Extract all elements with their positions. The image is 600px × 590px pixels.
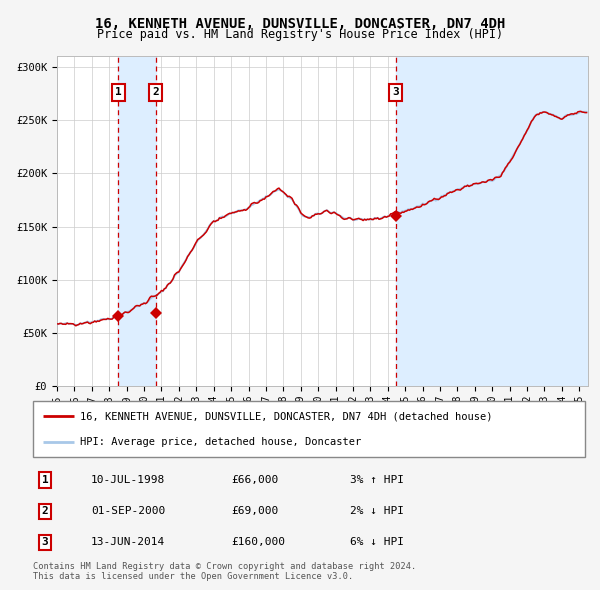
- Text: 16, KENNETH AVENUE, DUNSVILLE, DONCASTER, DN7 4DH: 16, KENNETH AVENUE, DUNSVILLE, DONCASTER…: [95, 17, 505, 31]
- Text: 3% ↑ HPI: 3% ↑ HPI: [350, 475, 404, 485]
- Text: 6% ↓ HPI: 6% ↓ HPI: [350, 537, 404, 548]
- Bar: [395, 56, 588, 386]
- Text: £66,000: £66,000: [232, 475, 279, 485]
- Text: HPI: Average price, detached house, Doncaster: HPI: Average price, detached house, Donc…: [80, 437, 361, 447]
- Bar: [118, 56, 156, 386]
- Text: 01-SEP-2000: 01-SEP-2000: [91, 506, 165, 516]
- Text: 16, KENNETH AVENUE, DUNSVILLE, DONCASTER, DN7 4DH (detached house): 16, KENNETH AVENUE, DUNSVILLE, DONCASTER…: [80, 411, 493, 421]
- Text: Contains HM Land Registry data © Crown copyright and database right 2024.
This d: Contains HM Land Registry data © Crown c…: [33, 562, 416, 581]
- Text: 3: 3: [392, 87, 399, 97]
- Text: 1: 1: [42, 475, 49, 485]
- Text: 2: 2: [152, 87, 159, 97]
- Text: 2: 2: [42, 506, 49, 516]
- Text: 3: 3: [42, 537, 49, 548]
- Text: 1: 1: [115, 87, 122, 97]
- Text: £160,000: £160,000: [232, 537, 286, 548]
- Text: £69,000: £69,000: [232, 506, 279, 516]
- Text: 13-JUN-2014: 13-JUN-2014: [91, 537, 165, 548]
- Text: Price paid vs. HM Land Registry's House Price Index (HPI): Price paid vs. HM Land Registry's House …: [97, 28, 503, 41]
- Text: 10-JUL-1998: 10-JUL-1998: [91, 475, 165, 485]
- Text: 2% ↓ HPI: 2% ↓ HPI: [350, 506, 404, 516]
